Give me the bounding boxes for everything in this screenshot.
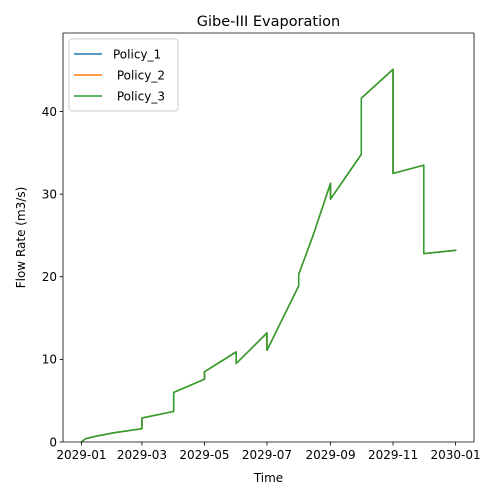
legend-label: Policy_3 <box>113 89 165 103</box>
x-tick-label: 2030-01 <box>430 448 480 462</box>
x-axis-label: Time <box>253 471 283 485</box>
series-line-3 <box>80 68 457 444</box>
x-tick-label: 2029-07 <box>242 448 292 462</box>
chart-title: Gibe-III Evaporation <box>197 14 340 30</box>
y-axis-label: Flow Rate (m3/s) <box>14 187 28 289</box>
series-layer <box>80 68 457 444</box>
x-tick-label: 2029-03 <box>117 448 167 462</box>
y-tick-label: 40 <box>42 105 57 119</box>
x-tick-label: 2029-01 <box>56 448 106 462</box>
y-tick-label: 30 <box>42 187 57 201</box>
legend-label: Policy_1 <box>113 47 161 61</box>
legend-label: Policy_2 <box>113 68 165 82</box>
y-axis-ticks: 0 10 20 30 40 <box>42 105 63 449</box>
y-tick-label: 20 <box>42 270 57 284</box>
x-tick-label: 2029-11 <box>368 448 418 462</box>
legend: Policy_1 Policy_2 Policy_3 <box>68 38 179 112</box>
x-tick-label: 2029-05 <box>179 448 229 462</box>
x-tick-label: 2029-09 <box>305 448 355 462</box>
axes-frame <box>62 32 475 443</box>
y-tick-label: 0 <box>49 435 57 449</box>
y-tick-label: 10 <box>42 353 57 367</box>
x-axis-ticks: 2029-01 2029-03 2029-05 2029-07 2029-09 2029-… <box>56 442 481 462</box>
legend-frame <box>68 38 179 112</box>
